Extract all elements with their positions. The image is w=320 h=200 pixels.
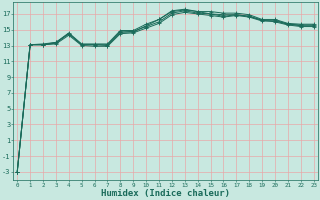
X-axis label: Humidex (Indice chaleur): Humidex (Indice chaleur) (101, 189, 230, 198)
